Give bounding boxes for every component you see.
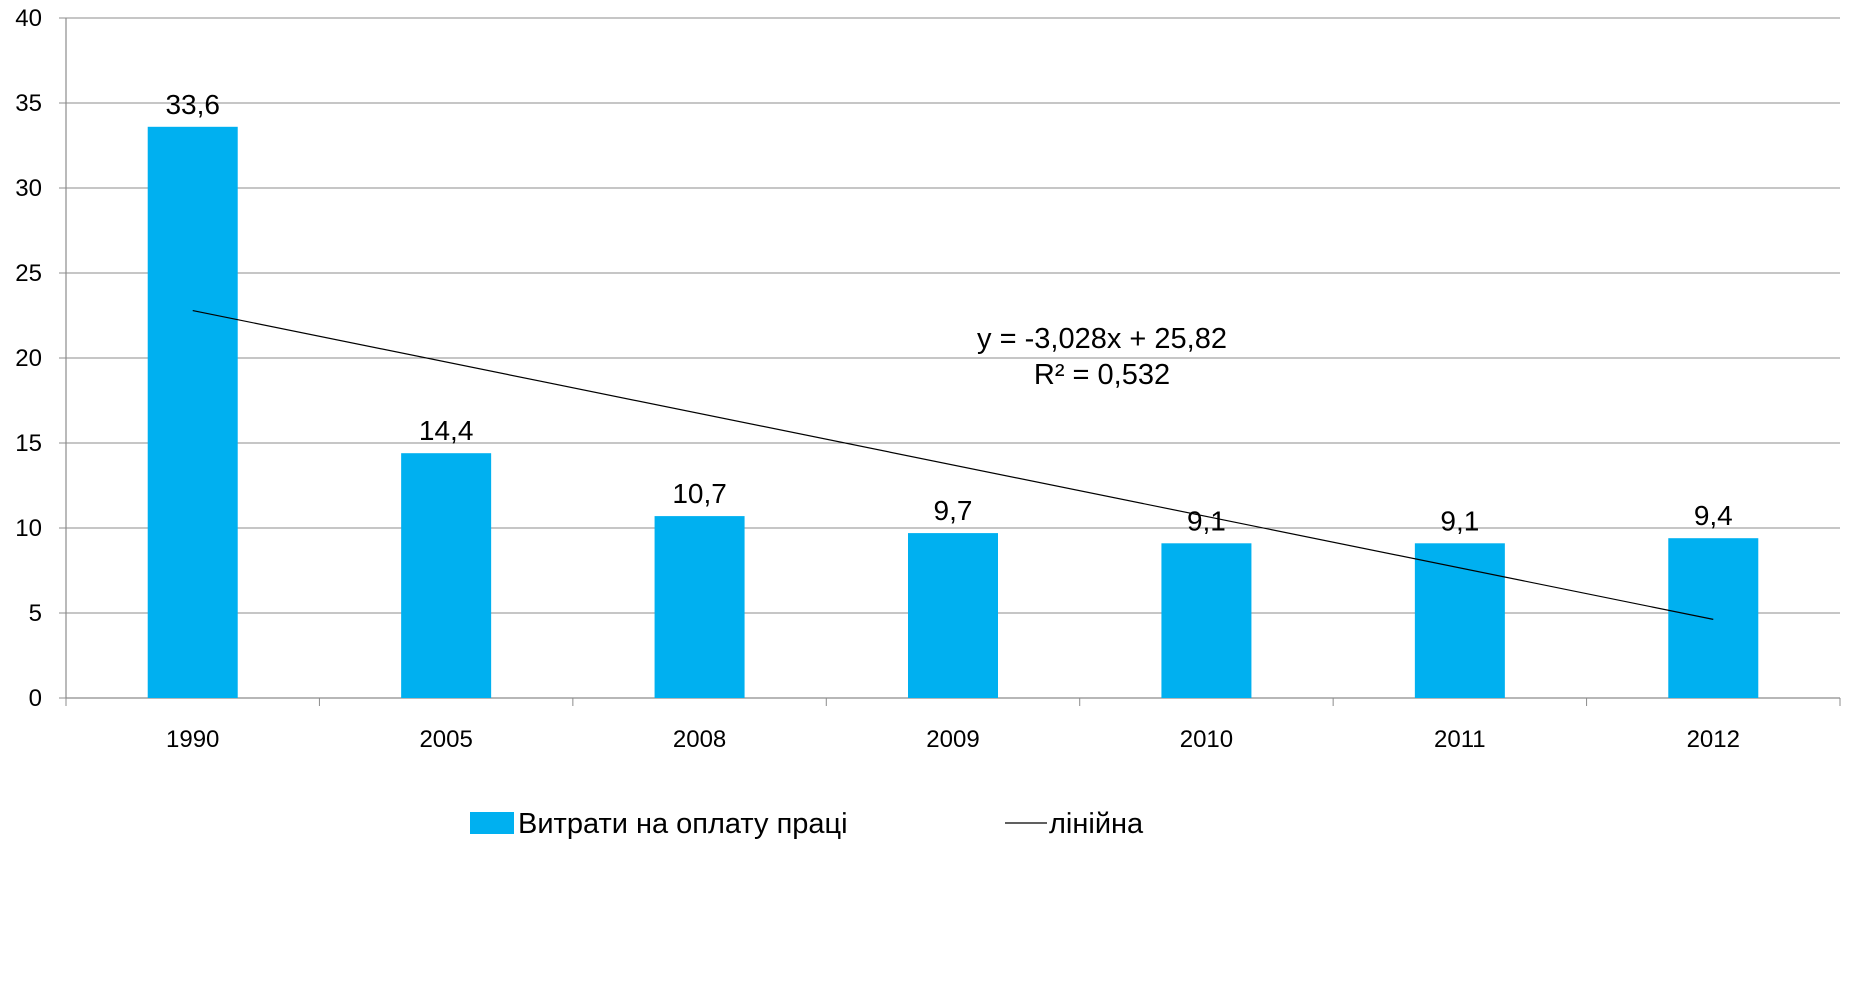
bar	[1414, 543, 1505, 698]
y-tick-label: 35	[15, 90, 42, 117]
y-tick-label: 15	[15, 430, 42, 457]
trendline-equation: y = -3,028x + 25,82	[977, 323, 1227, 355]
data-label: 9,7	[934, 495, 973, 526]
trendline-group: y = -3,028x + 25,82 R² = 0,532	[192, 309, 1714, 620]
gridlines: 0 5 10 15 20 25 30 35 40	[15, 5, 1840, 712]
y-tick-label: 20	[15, 345, 42, 372]
y-tick-label: 30	[15, 175, 42, 202]
trendline-r-squared: R² = 0,532	[1034, 359, 1170, 391]
x-tick-label: 2011	[1434, 726, 1486, 753]
y-tick-label: 25	[15, 260, 42, 287]
y-tick-label: 0	[29, 685, 42, 712]
legend: Витрати на оплату праці лінійна	[470, 808, 1144, 840]
bar	[908, 533, 998, 698]
x-tick-label: 2009	[926, 726, 979, 753]
x-tick-label: 1990	[166, 726, 219, 753]
bar	[654, 516, 745, 698]
legend-label-bars: Витрати на оплату праці	[518, 808, 848, 840]
bar	[1161, 543, 1252, 698]
bar	[147, 126, 238, 699]
data-label: 33,6	[165, 89, 220, 120]
data-label: 9,1	[1187, 505, 1226, 536]
x-tick-label: 2005	[419, 726, 472, 753]
x-tick-label: 2008	[673, 726, 726, 753]
data-label: 10,7	[672, 478, 727, 509]
trendline	[192, 309, 1714, 620]
bar	[401, 453, 492, 698]
x-tick-label: 2012	[1687, 726, 1740, 753]
y-tick-label: 5	[29, 600, 42, 627]
data-label: 14,4	[419, 415, 474, 446]
legend-swatch-bars	[470, 812, 514, 834]
data-label: 9,4	[1694, 500, 1733, 531]
y-tick-label: 40	[15, 5, 42, 32]
y-tick-label: 10	[15, 515, 42, 542]
bar	[1668, 538, 1759, 698]
legend-label-trendline: лінійна	[1049, 808, 1144, 840]
data-labels: 33,6 14,4 10,7 9,7 9,1 9,1 9,4	[165, 89, 1733, 536]
x-tick-label: 2010	[1180, 726, 1233, 753]
data-label: 9,1	[1440, 505, 1479, 536]
bar-series	[147, 126, 1759, 699]
